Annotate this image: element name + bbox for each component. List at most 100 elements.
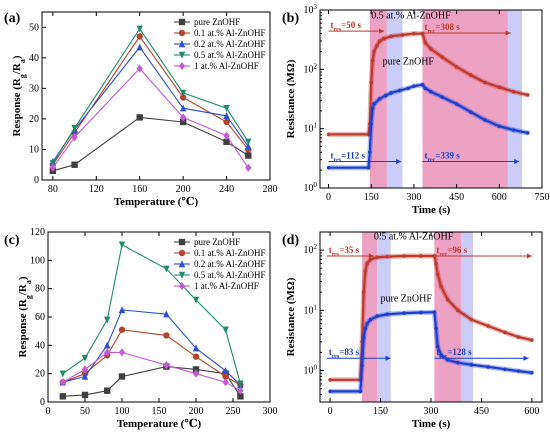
data-point (222, 378, 229, 387)
data-point (118, 326, 126, 333)
x-tick-label: 120 (89, 184, 104, 195)
legend-entry: 1 at.% Al-ZnOHF (194, 61, 259, 71)
data-point (370, 58, 375, 63)
data-point (366, 132, 371, 137)
y-tick-label: 0 (34, 175, 39, 186)
series-line (52, 67, 249, 169)
panel-4: tres=35 s trec=96 s tres=83 s trec=128 s 0.5… (282, 231, 543, 430)
curve-label: 0.5 at.% Al-ZnOHF (371, 10, 451, 21)
data-point (419, 310, 423, 315)
time-label: trec=128 s (436, 347, 472, 360)
data-point (412, 84, 416, 88)
data-point (179, 89, 187, 97)
curve-label: pure ZnOHF (381, 294, 433, 305)
data-point (435, 344, 440, 349)
data-point (419, 254, 423, 258)
x-tick-label: 300 (263, 406, 278, 417)
series-line (62, 329, 241, 386)
data-point (136, 43, 143, 51)
legend-entry: 1 at.% Al-ZnOHF (194, 281, 259, 291)
legend-entry: 0.5 at.% Al-ZnOHF (194, 270, 266, 280)
data-point (372, 102, 376, 106)
plot-area (59, 241, 244, 400)
data-point (118, 348, 126, 357)
series-line (62, 351, 241, 392)
y-axis-label: Resistance (MΩ) (285, 277, 297, 356)
data-point (71, 124, 78, 132)
y-tick-label: 0 (40, 397, 45, 408)
legend-marker (178, 40, 186, 48)
data-point (382, 36, 386, 41)
plot-area (326, 10, 530, 188)
data-point (440, 95, 445, 99)
x-tick-label: 50 (80, 406, 90, 417)
y-tick-label: 100 (30, 255, 45, 266)
data-point (503, 367, 507, 372)
data-point (163, 332, 170, 339)
x-axis-label: Temperature (℃) (117, 418, 202, 430)
data-point (377, 96, 382, 101)
data-point (516, 369, 521, 373)
data-point (81, 354, 89, 362)
data-point (446, 358, 450, 362)
legend-entry: 0.2 at.% Al-ZnOHF (194, 259, 266, 269)
legend-marker (178, 282, 186, 290)
x-tick-label: 100 (115, 406, 130, 417)
data-point (49, 160, 57, 167)
data-point (163, 265, 170, 273)
data-point (223, 118, 230, 126)
data-point (525, 93, 530, 97)
data-point (516, 335, 521, 339)
x-tick-label: 0 (46, 406, 51, 417)
data-point (245, 138, 252, 146)
data-point (118, 306, 126, 314)
data-point (389, 91, 393, 95)
data-point (192, 366, 200, 373)
plot-area (328, 232, 534, 402)
legend-marker (178, 18, 186, 26)
data-point (328, 378, 332, 382)
y-tick-label: 100 (304, 364, 318, 377)
y-tick-label: 40 (35, 340, 45, 351)
data-point (402, 311, 406, 315)
data-point (412, 31, 416, 36)
data-point (179, 113, 187, 122)
legend-entry: pure ZnOHF (194, 17, 240, 27)
data-point (245, 142, 252, 150)
panel-3: 0 50 100 150 200 250 300 0 20 40 60 80 100 120 Tempera… (4, 227, 278, 430)
data-point (59, 393, 66, 400)
series-line (52, 116, 249, 172)
data-point (192, 369, 200, 378)
series-line (62, 309, 241, 386)
data-point (377, 39, 382, 43)
data-point (136, 25, 143, 33)
y-tick-label: 101 (304, 122, 318, 135)
x-tick-label: 250 (226, 406, 241, 417)
data-point (440, 55, 445, 60)
data-point (222, 373, 229, 380)
y-tick-label: 10 (29, 144, 39, 155)
x-axis-label: Temperature (℃) (114, 196, 199, 208)
x-tick-label: 0 (328, 406, 333, 417)
data-point (369, 122, 374, 126)
panel-label: (a) (4, 11, 21, 26)
data-point (486, 365, 490, 369)
data-point (163, 361, 170, 370)
data-point (365, 261, 369, 266)
legend-marker (178, 260, 186, 268)
curve-label: pure ZnOHF (383, 57, 435, 68)
y-tick-label: 120 (30, 227, 45, 238)
y-axis-label: Response (Rg/Ra) (11, 55, 27, 136)
series-line (328, 83, 529, 169)
data-point (369, 80, 374, 85)
y-tick-label: 101 (304, 303, 318, 316)
x-tick-label: 300 (406, 192, 421, 203)
data-point (237, 386, 244, 395)
panel-1: 80 120 160 200 240 280 0 10 20 30 40 50 Temperature … (4, 11, 278, 208)
x-tick-label: 0 (326, 192, 331, 203)
data-point (118, 373, 126, 380)
axes-frame (319, 9, 543, 189)
data-point (237, 380, 244, 388)
arrow-head (526, 253, 532, 259)
